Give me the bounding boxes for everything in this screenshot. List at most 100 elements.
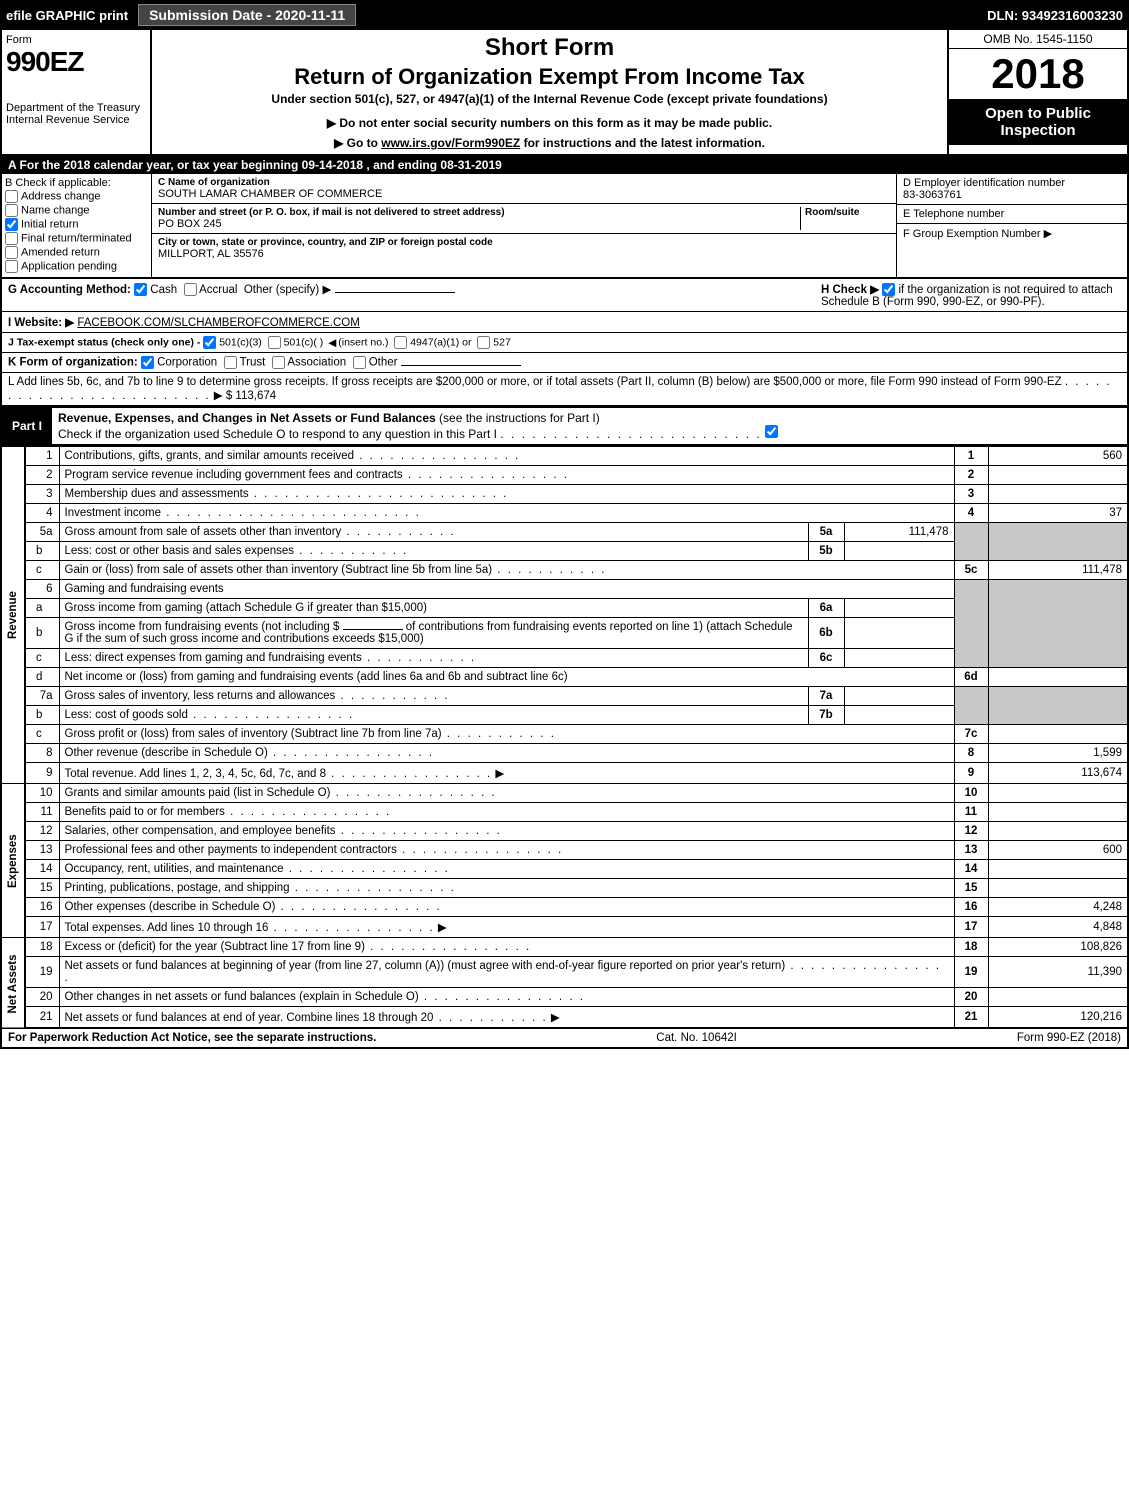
dept-irs: Internal Revenue Service — [6, 114, 146, 126]
r5-val-grey — [988, 523, 1128, 561]
r12-dots — [336, 825, 502, 837]
r12-num: 12 — [25, 822, 59, 841]
check-initial-return[interactable] — [5, 218, 18, 231]
check-final-return[interactable] — [5, 232, 18, 245]
r13-ref: 13 — [954, 841, 988, 860]
r6-num: 6 — [25, 580, 59, 599]
r7a-mini: 7a — [808, 687, 844, 706]
r6-desc: Gaming and fundraising events — [59, 580, 954, 599]
r5c-ref: 5c — [954, 561, 988, 580]
r11-val — [988, 803, 1128, 822]
line-i: I Website: ▶ FACEBOOK.COM/SLCHAMBEROFCOM… — [0, 312, 1129, 333]
line-l-text: L Add lines 5b, 6c, and 7b to line 9 to … — [8, 376, 1062, 388]
r6a-minival — [844, 599, 954, 618]
row-19: 19 Net assets or fund balances at beginn… — [1, 957, 1128, 988]
check-527[interactable] — [477, 336, 490, 349]
check-501c3[interactable] — [203, 336, 216, 349]
r7c-desc: Gross profit or (loss) from sales of inv… — [65, 728, 442, 740]
r1-desc: Contributions, gifts, grants, and simila… — [65, 450, 355, 462]
r17-num: 17 — [25, 917, 59, 938]
check-schedule-o[interactable] — [765, 425, 778, 438]
goto-note: ▶ Go to www.irs.gov/Form990EZ for instru… — [160, 136, 939, 150]
r2-num: 2 — [25, 466, 59, 485]
r6-ref-grey — [954, 580, 988, 668]
r20-num: 20 — [25, 988, 59, 1007]
r19-num: 19 — [25, 957, 59, 988]
check-amended-return[interactable] — [5, 246, 18, 259]
r6d-val — [988, 668, 1128, 687]
form-word: Form — [6, 34, 146, 46]
period-pre: A For the 2018 calendar year, or tax yea… — [8, 158, 302, 172]
r5c-desc: Gain or (loss) from sale of assets other… — [65, 564, 493, 576]
r12-desc: Salaries, other compensation, and employ… — [65, 825, 336, 837]
r5c-val: 111,478 — [988, 561, 1128, 580]
check-association[interactable] — [272, 356, 285, 369]
lbl-4947: 4947(a)(1) or — [410, 337, 471, 349]
r19-ref: 19 — [954, 957, 988, 988]
r13-num: 13 — [25, 841, 59, 860]
website-value[interactable]: FACEBOOK.COM/SLCHAMBEROFCOMMERCE.COM — [77, 317, 359, 329]
check-name-change[interactable] — [5, 204, 18, 217]
r5a-dots — [341, 526, 455, 538]
footer-right: Form 990-EZ (2018) — [1017, 1032, 1121, 1044]
line-j: J Tax-exempt status (check only one) - 5… — [0, 333, 1129, 353]
r1-val: 560 — [988, 447, 1128, 466]
r17-dots — [268, 922, 434, 934]
insert-no-arrow — [326, 337, 338, 349]
check-application-pending[interactable] — [5, 260, 18, 273]
other-org-input[interactable] — [401, 365, 521, 366]
info-block: B Check if applicable: Address change Na… — [0, 174, 1129, 279]
check-schedule-b[interactable] — [882, 283, 895, 296]
lbl-amended-return: Amended return — [21, 246, 100, 258]
goto-pre: ▶ Go to — [334, 136, 381, 150]
r15-val — [988, 879, 1128, 898]
check-address-change[interactable] — [5, 190, 18, 203]
row-21: 21 Net assets or fund balances at end of… — [1, 1007, 1128, 1029]
r6b-blank[interactable] — [343, 629, 403, 630]
dln-label: DLN: 93492316003230 — [987, 8, 1123, 23]
check-4947[interactable] — [394, 336, 407, 349]
org-name-label: C Name of organization — [158, 177, 890, 188]
line-j-label: J Tax-exempt status (check only one) - — [8, 337, 200, 349]
r7a-dots — [335, 690, 449, 702]
period-end: 08-31-2019 — [440, 158, 501, 172]
efile-label: efile GRAPHIC print — [6, 8, 128, 23]
r6-val-grey — [988, 580, 1128, 668]
lbl-corporation: Corporation — [157, 357, 217, 369]
r17-val: 4,848 — [988, 917, 1128, 938]
row-5c: c Gain or (loss) from sale of assets oth… — [1, 561, 1128, 580]
r7c-ref: 7c — [954, 725, 988, 744]
r15-ref: 15 — [954, 879, 988, 898]
part-1-bar: Part I Revenue, Expenses, and Changes in… — [0, 406, 1129, 446]
row-11: 11 Benefits paid to or for members 11 — [1, 803, 1128, 822]
check-accrual[interactable] — [184, 283, 197, 296]
r8-dots — [268, 747, 434, 759]
irs-link[interactable]: www.irs.gov/Form990EZ — [381, 136, 520, 150]
other-specify-input[interactable] — [335, 292, 455, 293]
r7-val-grey — [988, 687, 1128, 725]
r6b-mini: 6b — [808, 618, 844, 649]
check-cash[interactable] — [134, 283, 147, 296]
row-13: 13 Professional fees and other payments … — [1, 841, 1128, 860]
part-1-check-text: Check if the organization used Schedule … — [58, 427, 497, 441]
r17-desc: Total expenses. Add lines 10 through 16 — [65, 922, 269, 934]
part-1-label: Part I — [2, 416, 52, 436]
r20-val — [988, 988, 1128, 1007]
r4-ref: 4 — [954, 504, 988, 523]
addr-label: Number and street (or P. O. box, if mail… — [158, 207, 800, 218]
check-501c[interactable] — [268, 336, 281, 349]
r5c-num: c — [25, 561, 59, 580]
r7b-dots — [188, 709, 354, 721]
check-other-org[interactable] — [353, 356, 366, 369]
r2-val — [988, 466, 1128, 485]
check-corporation[interactable] — [141, 356, 154, 369]
r19-val: 11,390 — [988, 957, 1128, 988]
check-trust[interactable] — [224, 356, 237, 369]
r9-ref: 9 — [954, 763, 988, 784]
r5a-mini: 5a — [808, 523, 844, 542]
submission-date-button[interactable]: Submission Date - 2020-11-11 — [138, 4, 356, 26]
r5b-minival — [844, 542, 954, 561]
r6d-num: d — [25, 668, 59, 687]
ein-value: 83-3063761 — [903, 189, 1121, 201]
r5c-dots — [492, 564, 606, 576]
